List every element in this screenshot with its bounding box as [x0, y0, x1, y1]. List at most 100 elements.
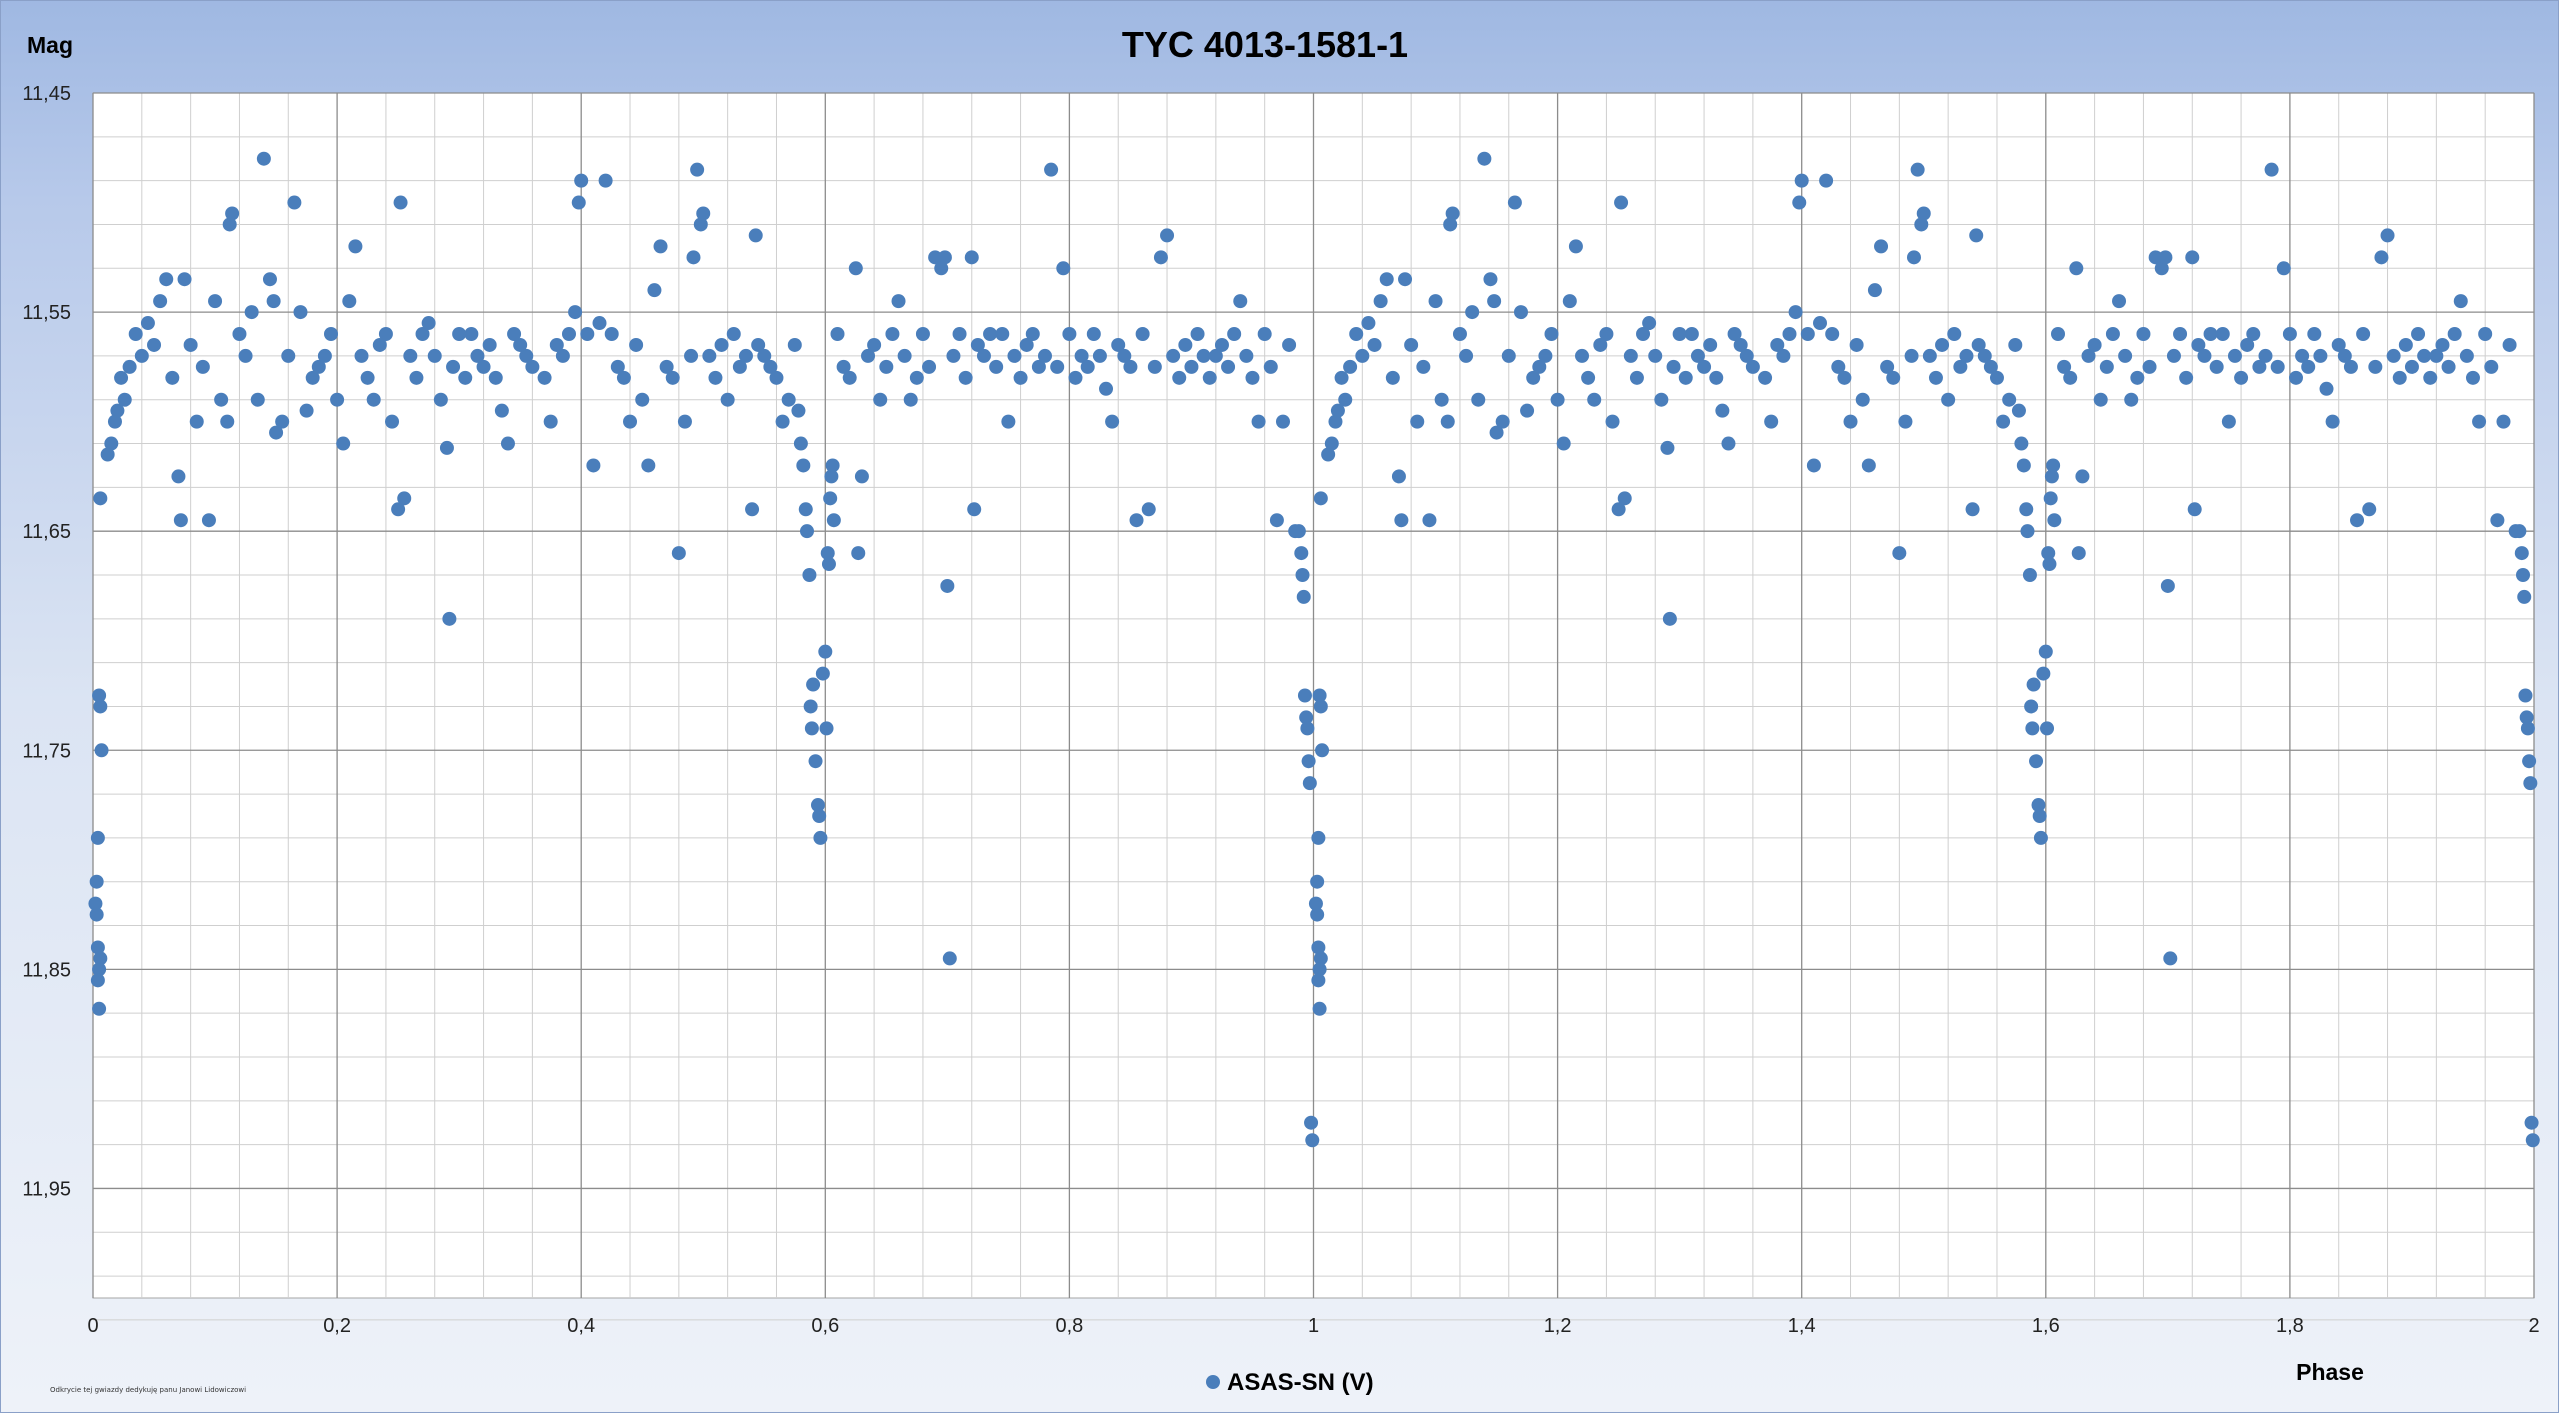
data-point	[2105, 327, 2120, 341]
data-point	[2368, 359, 2383, 374]
x-tick-label: 1,6	[2032, 1315, 2060, 1337]
data-point	[1404, 337, 1419, 352]
data-point	[2124, 392, 2139, 407]
data-point	[861, 348, 876, 363]
data-point	[1031, 359, 1046, 374]
data-point	[1311, 973, 1326, 988]
data-point	[90, 973, 105, 988]
data-point	[117, 392, 132, 407]
data-point	[819, 721, 834, 736]
data-point	[1062, 327, 1077, 341]
data-point	[1129, 513, 1144, 528]
data-point	[696, 206, 711, 221]
data-point	[494, 403, 509, 418]
data-point	[1703, 337, 1718, 352]
data-point	[2069, 261, 2084, 276]
data-point	[1099, 381, 1114, 396]
data-point	[2043, 491, 2058, 506]
data-point	[266, 294, 281, 309]
y-tick-label: 11,55	[22, 302, 71, 324]
data-point	[195, 359, 210, 374]
data-point	[1301, 754, 1316, 769]
data-point	[810, 798, 825, 813]
data-point	[2026, 677, 2041, 692]
data-points	[88, 151, 2540, 1148]
data-point	[2011, 403, 2026, 418]
data-point	[1788, 305, 1803, 320]
data-point	[1849, 337, 1864, 352]
data-point	[1532, 359, 1547, 374]
data-point	[2014, 436, 2029, 451]
data-point	[1299, 710, 1314, 725]
data-point	[1959, 348, 1974, 363]
data-point	[2517, 589, 2532, 604]
data-point	[1666, 359, 1681, 374]
data-point	[653, 239, 668, 254]
x-tick-label: 0,8	[1055, 1315, 1083, 1337]
data-point	[222, 217, 237, 232]
data-point	[629, 337, 644, 352]
y-tick-label: 11,65	[22, 521, 71, 543]
data-point	[1697, 359, 1712, 374]
data-point	[976, 348, 991, 363]
data-point	[476, 359, 491, 374]
data-point	[1416, 359, 1431, 374]
data-point	[826, 513, 841, 528]
data-point	[2022, 568, 2037, 582]
data-point	[2246, 327, 2261, 341]
data-point	[1019, 337, 1034, 352]
data-point	[2301, 359, 2316, 374]
data-point	[702, 348, 717, 363]
data-point	[519, 348, 534, 363]
data-point	[1892, 546, 1907, 561]
data-point	[922, 359, 937, 374]
data-point	[1196, 348, 1211, 363]
data-point	[1245, 370, 1260, 385]
data-point	[769, 370, 784, 385]
data-point	[2041, 546, 2056, 561]
data-point	[93, 699, 108, 714]
data-point	[2270, 359, 2285, 374]
data-point	[1355, 348, 1370, 363]
data-point	[114, 370, 129, 385]
data-point	[256, 151, 271, 166]
data-point	[1422, 513, 1437, 528]
data-point	[635, 392, 650, 407]
data-point	[1593, 337, 1608, 352]
data-point	[1166, 348, 1181, 363]
data-point	[409, 370, 424, 385]
data-point	[806, 677, 821, 692]
data-point	[1311, 830, 1326, 845]
data-point	[1330, 403, 1345, 418]
data-point	[989, 359, 1004, 374]
data-point	[604, 327, 619, 341]
data-point	[1928, 370, 1943, 385]
data-point	[1398, 272, 1413, 287]
data-point	[458, 370, 473, 385]
data-point	[2519, 710, 2534, 725]
data-point	[1501, 348, 1516, 363]
data-point	[171, 469, 186, 484]
data-point	[1794, 173, 1809, 188]
data-point	[134, 348, 149, 363]
data-point	[1202, 370, 1217, 385]
data-point	[818, 644, 833, 659]
data-point	[815, 666, 830, 681]
data-point	[821, 557, 836, 572]
data-point	[1587, 392, 1602, 407]
data-point	[1313, 699, 1328, 714]
data-point	[122, 359, 137, 374]
data-point	[92, 1001, 107, 1016]
data-point	[2038, 644, 2053, 659]
data-point	[2325, 414, 2340, 429]
x-axis-title: Phase	[2296, 1359, 2364, 1385]
data-point	[1001, 414, 1016, 429]
data-point	[1275, 414, 1290, 429]
data-point	[2362, 502, 2377, 517]
data-point	[677, 414, 692, 429]
data-point	[592, 316, 607, 331]
data-point	[1947, 327, 1962, 341]
data-point	[934, 261, 949, 276]
data-point	[2191, 337, 2206, 352]
